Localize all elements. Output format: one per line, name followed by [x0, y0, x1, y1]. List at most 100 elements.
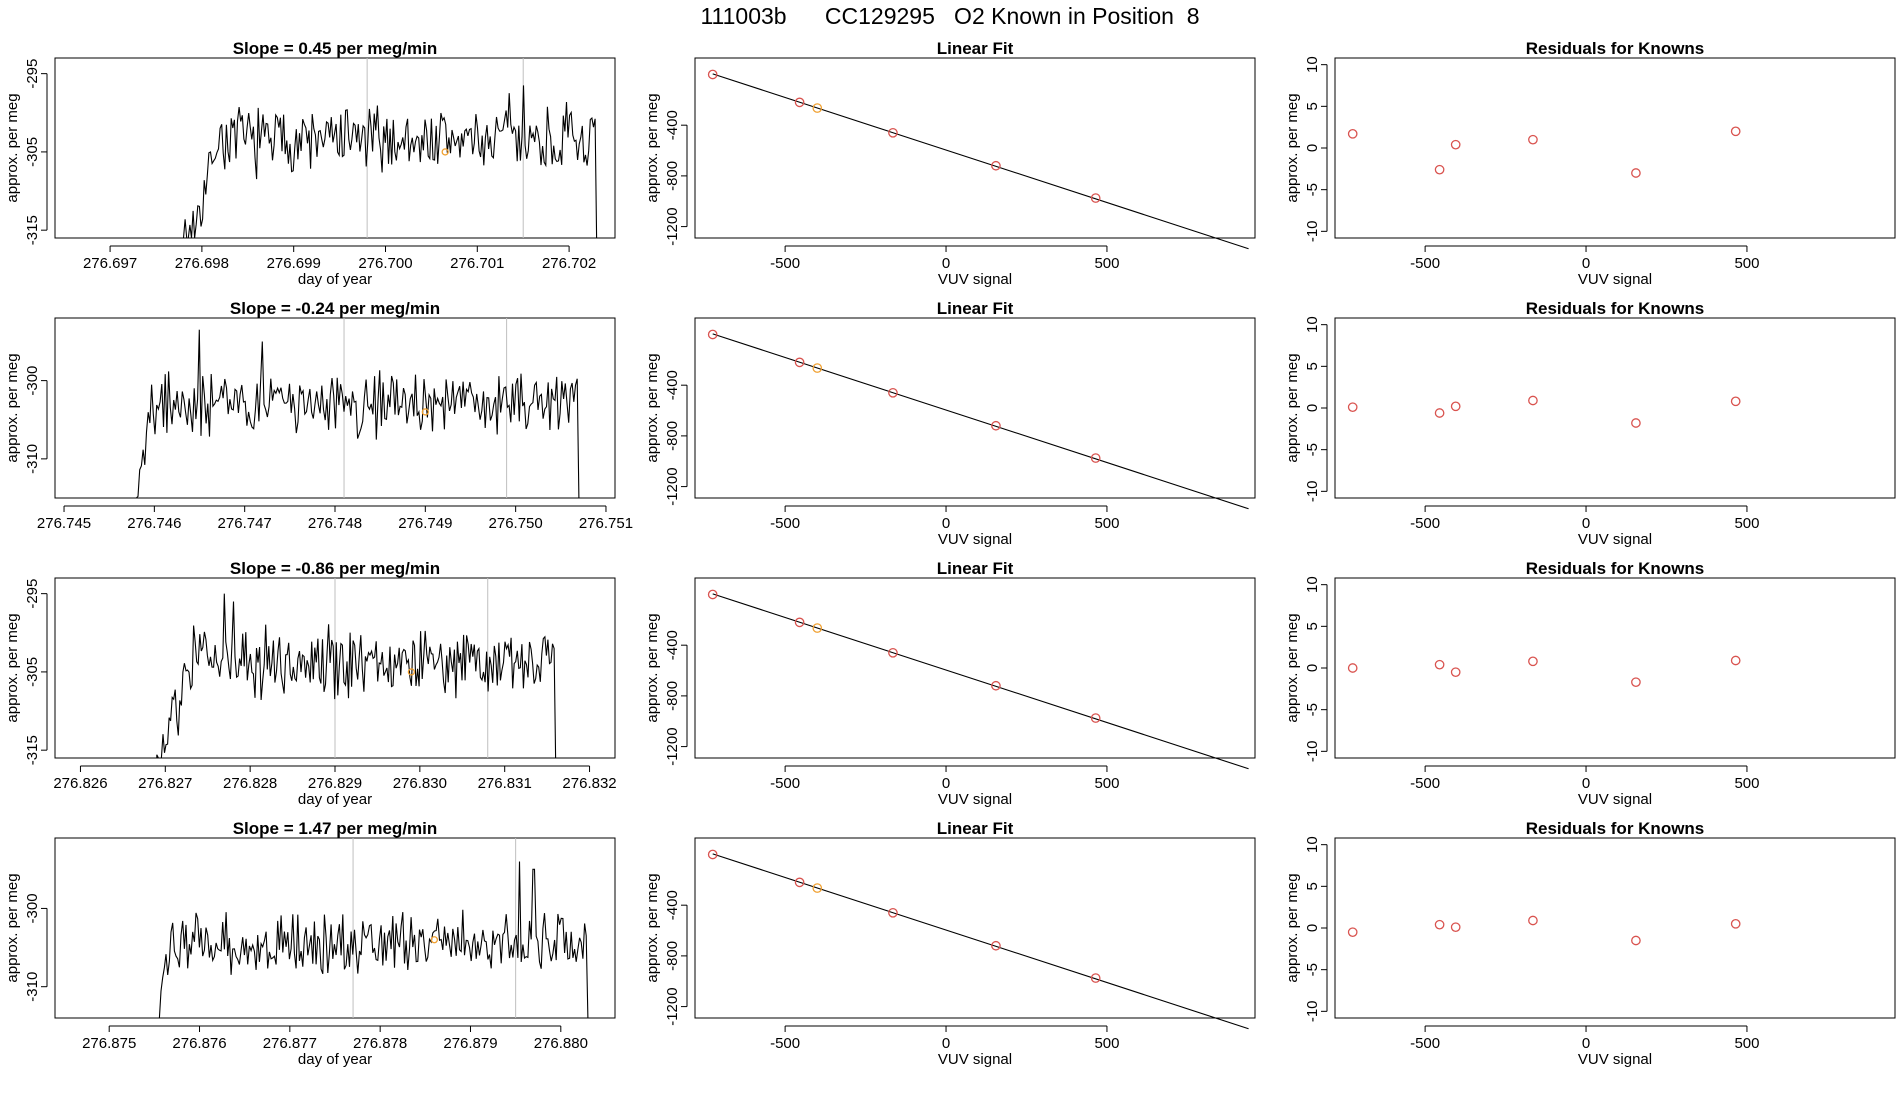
residual-point: [1450, 139, 1461, 150]
residuals-y-tick-label: 10: [1304, 576, 1321, 593]
time-series-x-tick-label: 276.748: [308, 515, 362, 532]
residuals-panel-row-2: Residuals for Knowns -500 0 500 VUV signal 10…: [1284, 299, 1896, 548]
residuals-y-tick-label: -5: [1304, 183, 1321, 196]
residuals-x-axis-label: VUV signal: [1578, 1051, 1652, 1068]
linear-fit-point: [1090, 713, 1101, 723]
linear-fit-point: [794, 877, 805, 888]
time-series-x-tick-label: 276.875: [82, 1035, 136, 1052]
linear-fit-point: [991, 420, 1001, 431]
residuals-x-tick-label: 0: [1582, 775, 1590, 792]
linear-fit-point: [707, 589, 718, 600]
time-series-panel-row-4: Slope = 1.47 per meg/min 276.875 276.876 27…: [4, 819, 616, 1068]
linear-fit-title: Linear Fit: [937, 299, 1014, 318]
residual-point: [1434, 408, 1445, 418]
time-series-x-tick-label: 276.701: [450, 255, 504, 272]
residuals-x-tick-label: 500: [1734, 1035, 1759, 1052]
linear-fit-x-tick-label: -500: [770, 255, 800, 272]
linear-fit-point: [1090, 973, 1101, 983]
linear-fit-point: [888, 907, 898, 918]
residual-point: [1528, 915, 1538, 926]
linear-fit-plot-frame: [694, 837, 1256, 1019]
time-series-x-tick-label: 276.746: [127, 515, 181, 532]
linear-fit-line: [712, 73, 1249, 250]
linear-fit-x-tick-label: 0: [942, 1035, 950, 1052]
residual-point: [1434, 164, 1445, 175]
residuals-x-tick-label: -500: [1410, 1035, 1440, 1052]
time-series-plot-frame: [54, 317, 616, 499]
residuals-x-tick-label: 0: [1582, 255, 1590, 272]
time-series-title: Slope = -0.86 per meg/min: [230, 559, 440, 578]
time-series-plot-frame: [54, 57, 616, 239]
time-series-x-tick-label: 276.745: [37, 515, 91, 532]
linear-fit-panel-row-4: Linear Fit -500 0 500 VUV signal -400 -800 -120…: [644, 819, 1256, 1068]
linear-fit-x-tick-label: 0: [942, 775, 950, 792]
time-series-current-point: [407, 668, 416, 676]
linear-fit-x-axis-label: VUV signal: [938, 531, 1012, 548]
linear-fit-x-axis-label: VUV signal: [938, 1051, 1012, 1068]
time-series-plot-frame: [54, 837, 616, 1019]
residuals-y-tick-label: 5: [1304, 362, 1321, 370]
residual-point: [1730, 126, 1741, 137]
linear-fit-line: [712, 593, 1249, 770]
residuals-x-tick-label: -500: [1410, 515, 1440, 532]
residuals-y-tick-label: -10: [1304, 220, 1321, 242]
linear-fit-x-tick-label: 500: [1094, 775, 1119, 792]
residual-point: [1450, 667, 1461, 678]
residuals-x-axis-label: VUV signal: [1578, 271, 1652, 288]
residual-point: [1730, 918, 1741, 929]
residuals-title: Residuals for Knowns: [1526, 39, 1705, 58]
linear-fit-point: [991, 680, 1001, 691]
residuals-y-tick-label: -5: [1304, 963, 1321, 976]
time-series-x-tick-label: 276.747: [218, 515, 272, 532]
linear-fit-y-axis-label: approx. per meg: [644, 93, 661, 202]
residuals-title: Residuals for Knowns: [1526, 299, 1705, 318]
linear-fit-y-tick-label: -400: [664, 370, 681, 400]
time-series-panel-row-2: Slope = -0.24 per meg/min 276.745 276.746 2…: [4, 299, 633, 532]
linear-fit-x-axis-label: VUV signal: [938, 791, 1012, 808]
time-series-x-axis-label: day of year: [298, 1051, 372, 1068]
time-series-panel-row-3: Slope = -0.86 per meg/min 276.826 276.827 2…: [4, 559, 617, 808]
linear-fit-point: [888, 127, 898, 138]
residual-point: [1631, 168, 1641, 178]
residuals-title: Residuals for Knowns: [1526, 819, 1705, 838]
figure-title: 111003b CC129295 O2 Known in Position 8: [700, 3, 1200, 29]
residuals-y-tick-label: -5: [1304, 703, 1321, 716]
linear-fit-y-tick-label: -800: [664, 681, 681, 711]
linear-fit-y-tick-label: -400: [664, 890, 681, 920]
time-series-y-tick-label: -295: [24, 579, 41, 609]
residuals-y-tick-label: 5: [1304, 102, 1321, 110]
residuals-y-tick-label: 10: [1304, 836, 1321, 853]
residual-point: [1631, 677, 1641, 688]
time-series-current-point: [421, 408, 429, 416]
linear-fit-point: [794, 617, 805, 628]
linear-fit-point: [812, 103, 823, 113]
residuals-y-tick-label: 0: [1304, 404, 1321, 412]
time-series-x-tick-label: 276.832: [562, 775, 616, 792]
time-series-y-tick-label: -305: [24, 657, 41, 687]
linear-fit-y-tick-label: -1200: [664, 987, 681, 1025]
time-series-current-point: [430, 936, 439, 944]
linear-fit-point: [794, 97, 805, 108]
linear-fit-x-tick-label: 500: [1094, 1035, 1119, 1052]
time-series-x-tick-label: 276.879: [443, 1035, 497, 1052]
residuals-y-tick-label: -10: [1304, 1000, 1321, 1022]
linear-fit-point: [812, 623, 823, 633]
linear-fit-y-axis-label: approx. per meg: [644, 613, 661, 722]
linear-fit-y-tick-label: -800: [664, 421, 681, 451]
time-series-title: Slope = -0.24 per meg/min: [230, 299, 440, 318]
residuals-plot-frame: [1334, 57, 1896, 239]
linear-fit-x-tick-label: 500: [1094, 255, 1119, 272]
linear-fit-x-tick-label: 500: [1094, 515, 1119, 532]
linear-fit-y-axis-label: approx. per meg: [644, 353, 661, 462]
time-series-trace: [55, 329, 580, 499]
time-series-y-tick-label: -300: [24, 893, 41, 923]
time-series-x-tick-label: 276.830: [393, 775, 447, 792]
linear-fit-plot-frame: [694, 317, 1256, 499]
linear-fit-title: Linear Fit: [937, 819, 1014, 838]
linear-fit-x-tick-label: -500: [770, 775, 800, 792]
residuals-panel-row-3: Residuals for Knowns -500 0 500 VUV signal 10…: [1284, 559, 1896, 808]
linear-fit-panel-row-3: Linear Fit -500 0 500 VUV signal -400 -800 -120…: [644, 559, 1256, 808]
residuals-x-tick-label: 0: [1582, 515, 1590, 532]
residuals-x-tick-label: 500: [1734, 775, 1759, 792]
time-series-x-tick-label: 276.880: [534, 1035, 588, 1052]
